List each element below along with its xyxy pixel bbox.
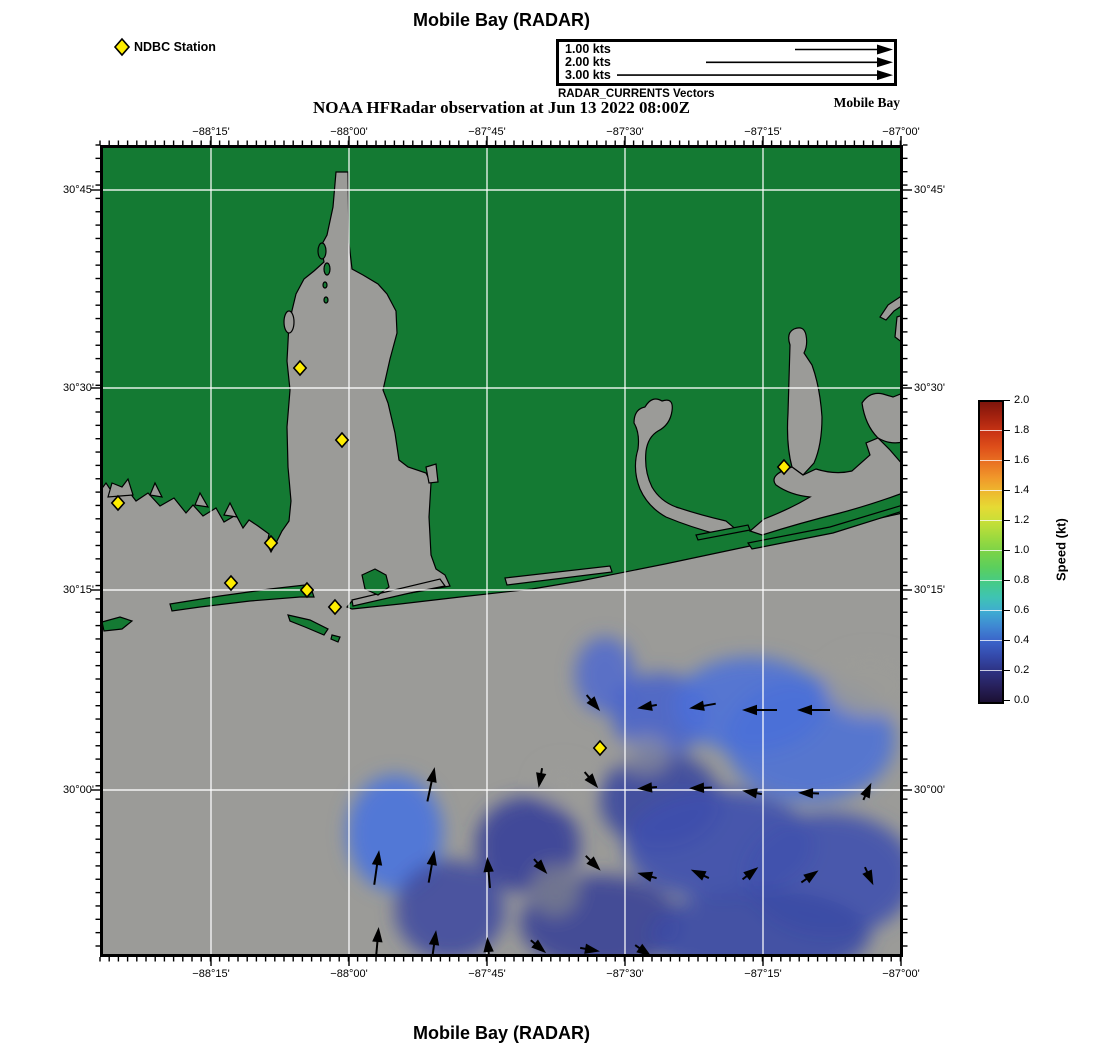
current-vector [800,870,819,884]
region-label: Mobile Bay [833,95,900,110]
weeks-bay [425,463,439,484]
current-vectors-layer [371,694,874,957]
little-lagoon [504,565,613,586]
delta-lake [283,310,295,334]
observation-subtitle: NOAA HFRadar observation at Jun 13 2022 … [312,98,690,117]
current-vector [862,866,874,886]
speed-blob [537,763,589,807]
vector-scale-legend-box: 1.00 kts 2.00 kts 3.00 kts [556,39,897,86]
ndbc-station-marker [223,574,239,592]
dauphin-island [169,584,315,612]
current-vector [533,858,548,874]
vector-scale-row-label: 3.00 kts [565,67,611,82]
current-vector [483,937,494,957]
current-vector [741,867,759,881]
vector-scale-arrowhead-icon [877,57,893,68]
vector-legend-caption: RADAR_CURRENTS Vectors [558,88,715,100]
current-vector [426,850,437,883]
vector-scale-arrowhead-icon [877,44,893,55]
ndbc-station-marker [327,598,343,616]
current-vector [483,857,494,888]
page-title: Mobile Bay (RADAR) [412,10,590,30]
current-vector [637,782,658,793]
perdido-bay [633,398,740,536]
map-canvas [100,145,903,957]
current-vector [583,771,599,789]
speed-blob [347,775,443,891]
bayou-notch [223,501,239,518]
speed-blob [395,860,505,957]
speed-blob [825,653,903,717]
speed-blob [619,735,671,775]
ndbc-legend-label: NDBC Station [134,40,216,54]
ndbc-station-marker [292,359,308,377]
sand-island [287,614,329,636]
current-vector [798,788,820,799]
ndbc-legend: NDBC Station [110,36,216,58]
current-vector [860,782,872,801]
current-vector [689,700,716,711]
petit-bois-island [101,616,134,632]
current-vector [742,788,762,799]
ndbc-legend-diamond-icon [113,37,131,57]
ndbc-station-marker [776,458,792,476]
current-vector [371,850,383,885]
bon-secour-marsh [361,568,390,596]
colorbar [978,400,1004,704]
blackwater-river [879,294,903,321]
escambia-bay [786,327,823,476]
pensacola-bay [748,437,903,536]
sand-island-small [330,634,341,643]
current-vector [637,871,657,882]
current-vector [585,855,601,871]
ndbc-station-marker [263,534,279,552]
current-vector [585,694,601,712]
bayou-notch [149,481,164,498]
ndbc-station-marker [592,739,608,757]
current-vector [742,704,777,716]
delta-island [322,281,328,289]
santa-rosa-island [747,504,903,550]
current-vector [536,768,547,788]
bayou-notch [107,477,134,498]
current-vector [428,930,440,957]
vector-scale-arrows [617,44,893,81]
speed-blob [650,890,870,957]
current-vector [690,869,710,881]
current-vector [634,943,652,957]
current-vector [580,943,600,954]
ndbc-stations-layer [110,359,792,757]
current-vector [797,704,830,716]
east-bay [861,392,903,444]
bayou-notch [194,491,210,508]
current-speed-field [347,637,903,957]
delta-island [323,262,331,276]
delta-island [317,242,327,260]
vector-scale-row-label: 2.00 kts [565,54,611,69]
ndbc-station-marker [299,581,315,599]
speed-blob [531,864,579,916]
colorbar-title: Speed (kt) [1053,518,1069,582]
ono-island [695,524,751,541]
current-vector [689,782,713,793]
vector-scale-labels: 1.00 kts 2.00 kts 3.00 kts [559,42,894,83]
vector-scale-arrowhead-icon [877,70,893,81]
current-vector [426,767,437,802]
current-vector [637,700,657,711]
vector-scale-row-label: 1.00 kts [565,42,611,56]
ndbc-station-marker [334,431,350,449]
ndbc-station-marker [110,494,126,512]
current-vector [530,939,547,954]
delta-island [323,296,329,304]
footer-title: Mobile Bay (RADAR) [412,1023,590,1043]
map-frame [100,145,903,957]
